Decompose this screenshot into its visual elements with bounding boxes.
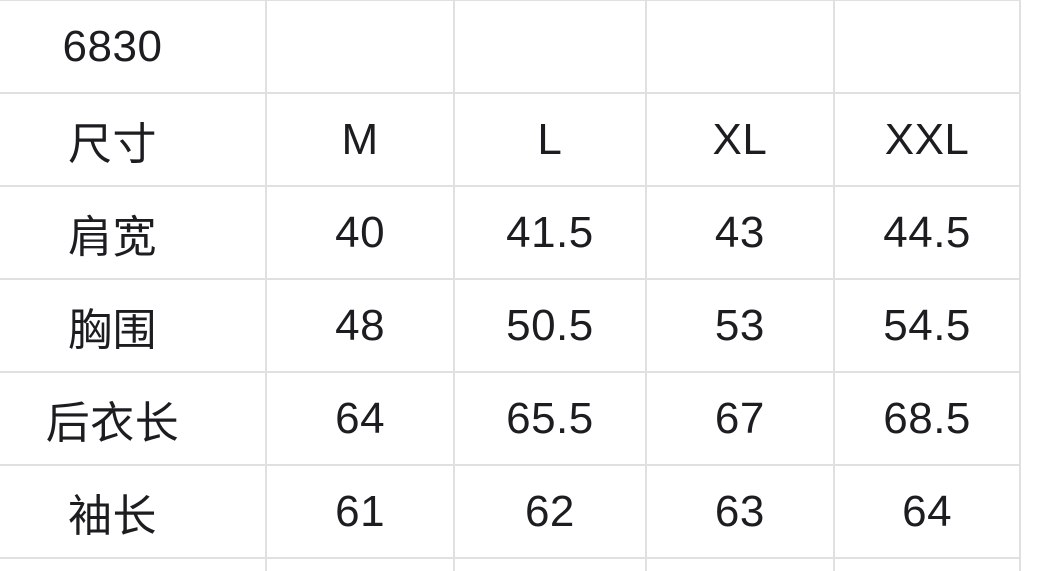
row-label-cell: 后衣长 (0, 371, 267, 466)
row-label-cell: 肩宽 (0, 185, 267, 280)
value-cell: 62 (453, 464, 647, 559)
table-row-shoulder-width: 肩宽 40 41.5 43 44.5 (0, 185, 1021, 280)
partial-row-cell (264, 557, 456, 571)
partial-row-cell (833, 557, 1021, 571)
value-cell: 67 (644, 371, 836, 466)
table-row-chest: 胸围 48 50.5 53 54.5 (0, 278, 1021, 373)
column-header-m: M (264, 92, 456, 187)
value-cell: 44.5 (833, 185, 1021, 280)
table-row-product-code: 6830 (0, 0, 1021, 94)
size-chart-table: 6830 尺寸 M L XL XXL 肩宽 40 41.5 43 44.5 (0, 0, 1021, 571)
table-row-partial (0, 557, 1021, 571)
value-cell: 64 (264, 371, 456, 466)
table-row-back-length: 后衣长 64 65.5 67 68.5 (0, 371, 1021, 466)
row-label-cell: 袖长 (0, 464, 267, 559)
value-cell: 61 (264, 464, 456, 559)
value-cell: 40 (264, 185, 456, 280)
value-cell: 53 (644, 278, 836, 373)
empty-cell (644, 0, 836, 94)
value-cell: 64 (833, 464, 1021, 559)
value-cell: 68.5 (833, 371, 1021, 466)
size-header-label-cell: 尺寸 (0, 92, 267, 187)
value-cell: 43 (644, 185, 836, 280)
value-cell: 65.5 (453, 371, 647, 466)
value-cell: 50.5 (453, 278, 647, 373)
column-header-xxl: XXL (833, 92, 1021, 187)
value-cell: 41.5 (453, 185, 647, 280)
table-row-size-header: 尺寸 M L XL XXL (0, 92, 1021, 187)
empty-cell (833, 0, 1021, 94)
column-header-xl: XL (644, 92, 836, 187)
product-code-cell: 6830 (0, 0, 267, 94)
value-cell: 48 (264, 278, 456, 373)
partial-row-cell (0, 557, 267, 571)
empty-cell (453, 0, 647, 94)
value-cell: 54.5 (833, 278, 1021, 373)
partial-row-cell (453, 557, 647, 571)
table-row-sleeve-length: 袖长 61 62 63 64 (0, 464, 1021, 559)
partial-row-cell (644, 557, 836, 571)
value-cell: 63 (644, 464, 836, 559)
row-label-cell: 胸围 (0, 278, 267, 373)
column-header-l: L (453, 92, 647, 187)
empty-cell (264, 0, 456, 94)
